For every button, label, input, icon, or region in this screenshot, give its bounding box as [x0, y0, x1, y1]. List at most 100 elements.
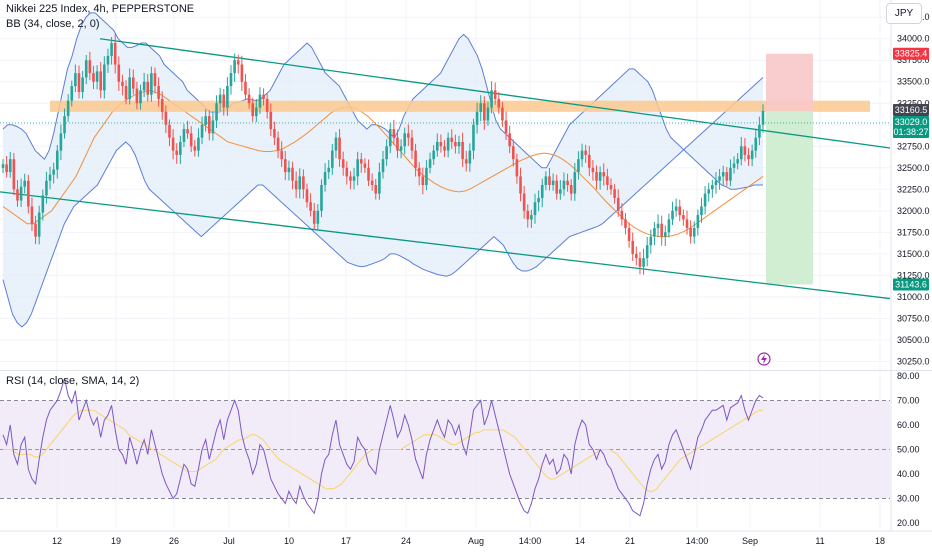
bb-legend[interactable]: BB (34, close, 2, 0)	[6, 18, 100, 30]
current-price-badge-bg	[893, 103, 929, 116]
candle-body	[273, 129, 276, 138]
candle-body	[508, 133, 511, 147]
price-tick-label: 32500.0	[897, 163, 930, 173]
rsi-tick-label: 30.00	[897, 494, 920, 504]
price-tick-label: 34000.0	[897, 34, 930, 44]
candle-body	[689, 228, 692, 237]
candle-body	[189, 133, 193, 147]
candle-body	[483, 103, 486, 121]
candle-body	[511, 146, 515, 160]
candle-body	[551, 180, 555, 185]
candle-body	[396, 137, 399, 151]
candle-body	[283, 159, 287, 173]
take-profit-zone	[766, 110, 813, 285]
candle-body	[569, 185, 573, 194]
time-tick-label: 14:00	[686, 536, 709, 546]
candle-body	[12, 159, 16, 190]
candle-body	[385, 146, 388, 160]
candle-body	[501, 107, 504, 121]
candle-body	[606, 176, 609, 185]
candle-body	[309, 202, 312, 211]
candle-body	[540, 185, 544, 198]
candle-body	[59, 133, 63, 151]
candle-body	[142, 81, 146, 91]
candle-body	[193, 146, 197, 151]
candle-body	[1, 164, 5, 168]
candle-body	[52, 169, 55, 175]
bb-lower-line	[2, 77, 764, 328]
candle-body	[327, 167, 331, 173]
resistance-zone	[50, 100, 870, 112]
candle-body	[718, 176, 721, 181]
candle-body	[725, 172, 729, 181]
candle-body	[359, 159, 363, 164]
candle-body	[566, 180, 569, 185]
candle-body	[81, 77, 84, 93]
channel-lower-line	[0, 191, 891, 300]
candle-body	[472, 124, 475, 151]
symbol-legend[interactable]: Nikkei 225 Index, 4h, PEPPERSTONE	[6, 3, 195, 15]
pane-divider[interactable]	[0, 370, 932, 371]
rsi-legend[interactable]: RSI (14, close, SMA, 14, 2)	[6, 375, 140, 387]
candle-body	[653, 228, 656, 237]
candle-body	[638, 258, 642, 267]
candle-body	[146, 81, 150, 95]
candle-body	[222, 94, 226, 108]
candle-body	[30, 206, 34, 224]
candle-body	[63, 116, 66, 134]
candle-body	[758, 124, 761, 138]
candle-body	[526, 210, 530, 220]
price-tick-label: 32000.0	[897, 206, 930, 216]
price-tick-label: 31750.0	[897, 227, 930, 237]
candle-body	[421, 176, 425, 185]
candle-body	[696, 215, 700, 229]
candle-body	[425, 167, 428, 185]
candle-body	[70, 86, 74, 101]
candle-body	[559, 189, 562, 194]
target-price-badge-bg	[893, 278, 929, 291]
rsi-ma-line	[3, 409, 763, 492]
candle-body	[609, 185, 613, 190]
candle-body	[417, 167, 421, 177]
candle-body	[642, 258, 645, 267]
candle-body	[302, 176, 305, 190]
time-tick-label: Jul	[223, 536, 235, 546]
candle-body	[233, 60, 236, 74]
price-tick-label: 30500.0	[897, 335, 930, 345]
time-tick-label: 17	[341, 536, 351, 546]
candle-body	[247, 94, 251, 104]
candle-body	[464, 159, 468, 164]
currency-button[interactable]: JPY	[886, 3, 922, 24]
candle-body	[27, 180, 30, 207]
candle-body	[244, 81, 247, 95]
candle-body	[750, 150, 754, 160]
candle-body	[450, 137, 454, 142]
candle-body	[591, 167, 595, 173]
price-tick-label: 30750.0	[897, 313, 930, 323]
candle-body	[66, 100, 70, 117]
candle-body	[522, 193, 526, 211]
candle-body	[55, 150, 59, 170]
time-tick-label: 21	[625, 536, 635, 546]
candle-body	[374, 185, 378, 194]
candle-body	[721, 172, 725, 177]
candle-body	[584, 150, 587, 155]
candle-body	[320, 185, 323, 211]
candle-body	[186, 129, 189, 134]
candle-body	[631, 240, 635, 254]
candle-body	[743, 146, 747, 155]
last-close-badge-bg	[893, 115, 929, 138]
price-tick-label: 31500.0	[897, 249, 930, 259]
candle-body	[446, 137, 450, 151]
candle-body	[682, 215, 685, 220]
candle-body	[19, 186, 23, 201]
candle-body	[211, 120, 215, 134]
candle-body	[392, 129, 396, 138]
candle-body	[370, 180, 374, 185]
candle-body	[262, 94, 265, 99]
candle-body	[74, 73, 77, 87]
candle-body	[674, 206, 678, 211]
candle-body	[124, 86, 128, 99]
